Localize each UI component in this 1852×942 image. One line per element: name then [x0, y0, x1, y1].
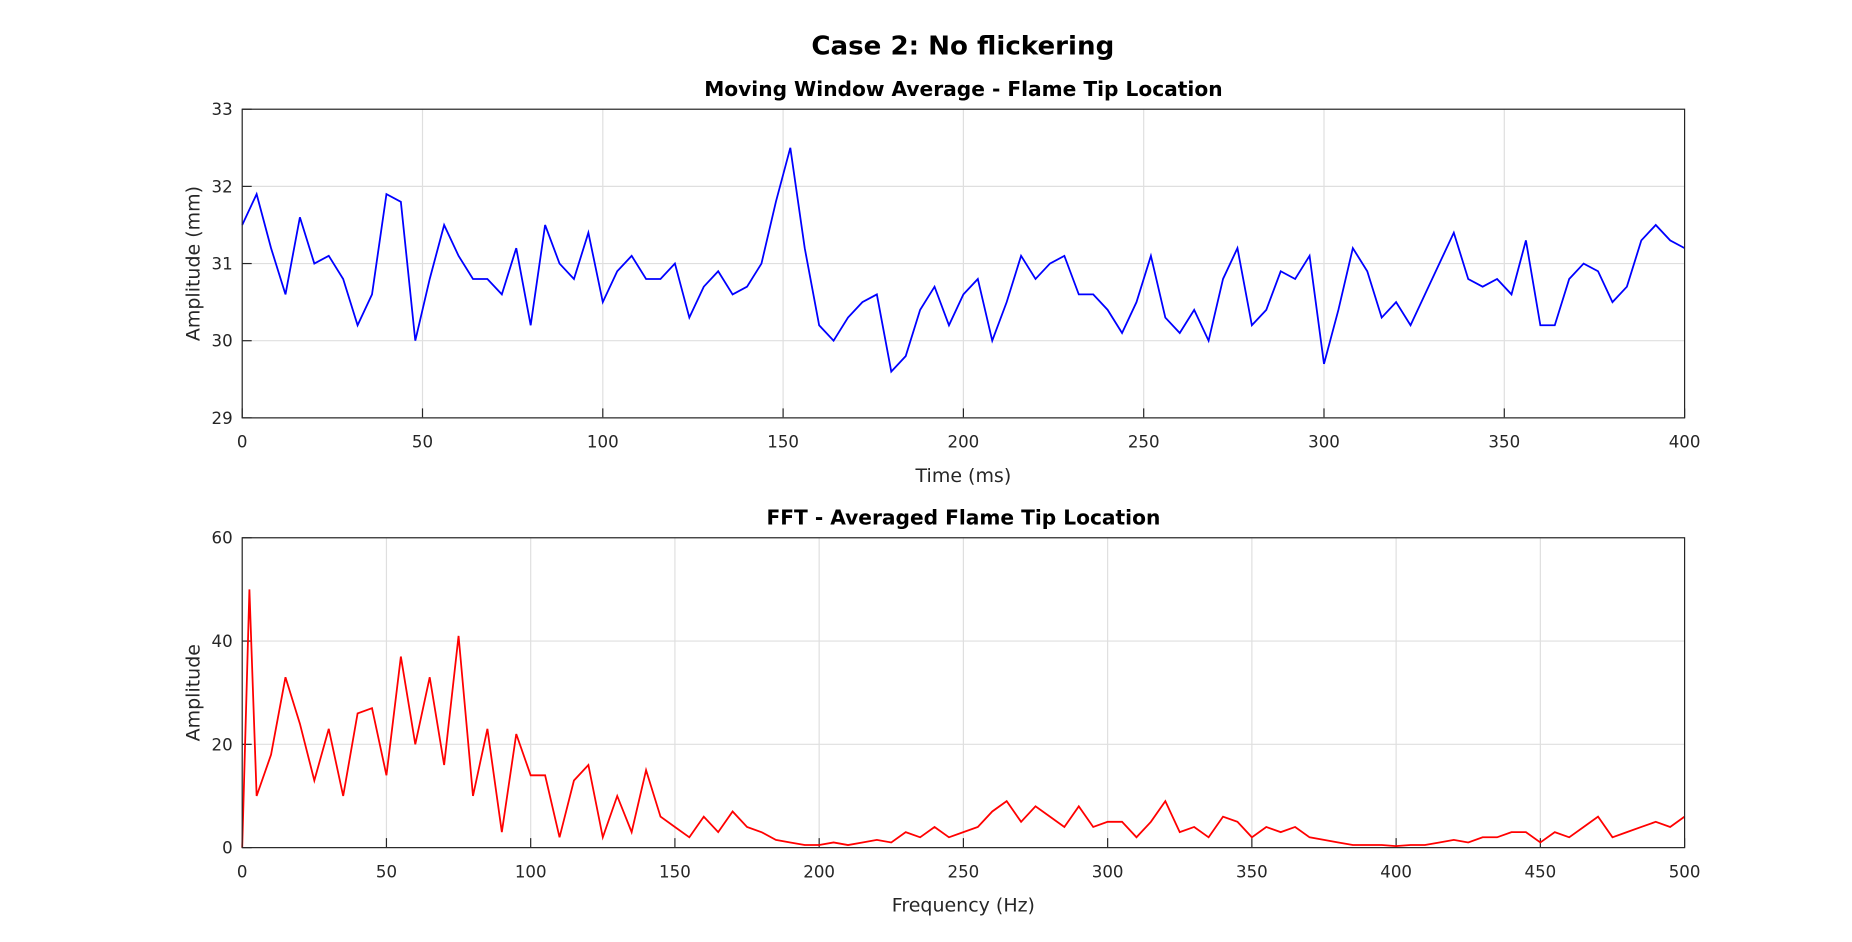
- x-axis-label: Frequency (Hz): [892, 895, 1035, 917]
- y-tick-label: 33: [212, 100, 233, 119]
- x-tick-label: 300: [1092, 862, 1124, 881]
- x-tick-label: 350: [1236, 862, 1268, 881]
- x-tick-label: 50: [376, 862, 397, 881]
- x-tick-label: 200: [803, 862, 835, 881]
- y-tick-label: 31: [212, 254, 233, 273]
- x-tick-label: 350: [1488, 433, 1520, 452]
- x-tick-label: 400: [1380, 862, 1412, 881]
- x-tick-label: 250: [948, 862, 980, 881]
- x-tick-label: 0: [237, 433, 248, 452]
- y-axis-label: Amplitude (mm): [182, 186, 204, 341]
- x-tick-label: 450: [1524, 862, 1556, 881]
- chart-title: Moving Window Average - Flame Tip Locati…: [704, 77, 1222, 101]
- y-tick-label: 0: [222, 839, 233, 858]
- data-line: [241, 147, 1686, 374]
- x-tick-label: 250: [1128, 433, 1160, 452]
- y-tick-label: 32: [212, 177, 233, 196]
- axes-box: [241, 108, 1686, 419]
- x-tick-label: 100: [587, 433, 619, 452]
- x-tick-label: 100: [515, 862, 547, 881]
- x-tick-label: 400: [1669, 433, 1701, 452]
- x-tick-label: 300: [1308, 433, 1340, 452]
- y-tick-label: 40: [212, 632, 233, 651]
- y-tick-label: 60: [212, 529, 233, 548]
- x-tick-label: 150: [659, 862, 691, 881]
- x-tick-label: 200: [948, 433, 980, 452]
- y-axis-label: Amplitude: [182, 644, 204, 741]
- data-line: [241, 589, 1686, 848]
- x-tick-label: 500: [1669, 862, 1701, 881]
- x-axis-label: Time (ms): [915, 465, 1012, 487]
- chart-title: FFT - Averaged Flame Tip Location: [766, 506, 1160, 530]
- y-tick-label: 29: [212, 409, 233, 428]
- y-tick-label: 20: [212, 735, 233, 754]
- figure-title: Case 2: No flickering: [811, 32, 1114, 62]
- x-tick-label: 50: [412, 433, 433, 452]
- y-tick-label: 30: [212, 332, 233, 351]
- axes-box: [241, 537, 1686, 849]
- x-tick-label: 150: [767, 433, 799, 452]
- x-tick-label: 0: [237, 862, 248, 881]
